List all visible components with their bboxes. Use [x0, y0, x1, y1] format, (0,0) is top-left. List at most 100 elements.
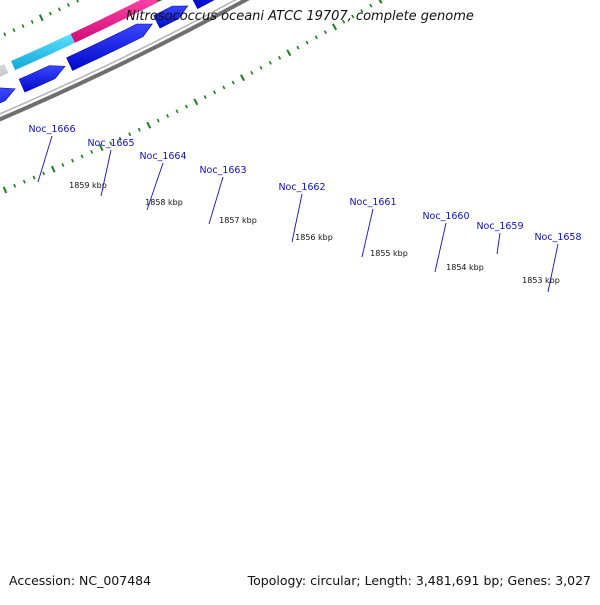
gene-label: Noc_1663: [199, 165, 246, 176]
tick-inner-minor: [360, 9, 364, 13]
gene-label-leader: [547, 243, 559, 293]
gene-label: Noc_1659: [476, 221, 523, 232]
tick-outer-minor: [48, 11, 52, 16]
tick-inner-minor: [369, 3, 373, 8]
kbp-label: 1854 kbp: [446, 263, 484, 272]
feature-bar-silver-sheen: [0, 73, 11, 84]
tick-inner-major: [332, 23, 338, 31]
tick-inner-major: [378, 0, 383, 4]
gene-label: Noc_1662: [278, 182, 325, 193]
tick-inner-minor: [118, 136, 122, 141]
tick-inner-major: [146, 121, 152, 129]
tick-layer: [2, 0, 383, 194]
tick-inner-minor: [342, 19, 346, 24]
tick-inner-minor: [323, 30, 327, 35]
tick-inner-minor: [156, 118, 160, 123]
feature-bar-cyan-sheen: [15, 42, 78, 76]
tick-outer-major: [38, 14, 44, 22]
gene-arrow: [66, 23, 153, 71]
tick-inner-major: [240, 74, 245, 82]
gene-label-leader: [496, 232, 501, 255]
tick-outer-minor: [3, 32, 7, 37]
tick-inner-minor: [71, 158, 74, 163]
gene-label-leader: [434, 222, 447, 273]
tick-inner-minor: [231, 80, 235, 85]
tick-inner-minor: [184, 104, 188, 109]
tick-inner-minor: [222, 85, 226, 90]
tick-inner-major: [193, 98, 199, 106]
tick-inner-minor: [137, 127, 141, 132]
feature-bar-cyan: [11, 33, 75, 71]
tick-inner-major: [51, 165, 56, 173]
gene-label: Noc_1658: [534, 232, 581, 243]
tick-inner-minor: [203, 95, 207, 100]
tick-inner-minor: [268, 60, 272, 65]
gene-label-leader: [208, 176, 224, 225]
gene-arrow: [0, 87, 16, 104]
tick-inner-minor: [213, 90, 217, 95]
gene-label: Noc_1660: [422, 211, 469, 222]
tick-inner-minor: [175, 109, 179, 114]
tick-inner-minor: [32, 175, 36, 180]
tick-inner-minor: [305, 40, 309, 45]
gene-label-leader: [146, 162, 164, 211]
tick-inner-minor: [109, 141, 113, 146]
gene-arrow: [18, 65, 66, 93]
tick-inner-major: [2, 186, 8, 194]
tick-inner-minor: [259, 65, 263, 70]
tick-inner-minor: [42, 171, 46, 176]
tick-outer-minor: [21, 24, 25, 28]
label-layer: 1859 kbp 1858 kbp 1857 kbp 1856 kbp 1855 kbp…: [28, 124, 582, 293]
feature-bar-silver: [0, 64, 9, 77]
tick-outer-minor: [76, 0, 79, 3]
tick-inner-minor: [296, 45, 300, 50]
tick-inner-minor: [80, 154, 84, 159]
kbp-label: 1853 kbp: [522, 276, 560, 285]
accession-text: Accession: NC_007484: [9, 573, 152, 588]
tick-outer-minor: [57, 7, 61, 12]
tick-inner-minor: [166, 113, 170, 118]
backbone-line-inner: [0, 0, 237, 115]
tick-inner-minor: [13, 183, 17, 188]
kbp-label: 1855 kbp: [370, 249, 408, 258]
tick-inner-minor: [351, 14, 355, 19]
backbone-layer: [0, 0, 250, 122]
tick-inner-minor: [250, 70, 254, 75]
tick-inner-minor: [90, 150, 94, 154]
gene-label: Noc_1661: [349, 197, 396, 208]
tick-inner-minor: [314, 35, 318, 40]
gene-label: Noc_1664: [139, 151, 186, 162]
gene-label-leader: [100, 149, 112, 197]
tick-inner-minor: [61, 163, 65, 167]
feature-bar-green-sheen: [157, 0, 176, 8]
tick-inner-major: [98, 144, 104, 152]
feature-bar-magenta: [70, 0, 158, 43]
feature-layer: [0, 0, 176, 84]
tick-inner-minor: [128, 132, 132, 137]
backbone-line-outer: [0, 0, 250, 122]
gene-label: Noc_1665: [87, 138, 134, 149]
feature-bar-magenta-sheen: [74, 2, 161, 49]
kbp-label: 1858 kbp: [145, 198, 183, 207]
gene-label-leader: [361, 208, 374, 258]
arrow-layer: [0, 0, 215, 104]
gene-label: Noc_1666: [28, 124, 75, 135]
tick-outer-minor: [66, 3, 70, 7]
kbp-label: 1859 kbp: [69, 181, 107, 190]
gene-label-leader: [37, 135, 53, 183]
tick-outer-minor: [30, 19, 34, 24]
gene-arrow: [153, 5, 189, 29]
kbp-label: 1856 kbp: [295, 233, 333, 242]
gene-arrow: [192, 0, 215, 10]
tick-inner-minor: [278, 55, 282, 60]
topology-summary-text: Topology: circular; Length: 3,481,691 bp…: [247, 573, 591, 588]
feature-bar-green: [156, 0, 163, 3]
kbp-label: 1857 kbp: [219, 216, 257, 225]
tick-outer-minor: [12, 28, 16, 33]
tick-inner-major: [286, 49, 292, 57]
tick-inner-minor: [22, 179, 26, 184]
page-title: Nitrosococcus oceani ATCC 19707, complet…: [126, 9, 474, 24]
gene-label-leader: [291, 193, 303, 243]
